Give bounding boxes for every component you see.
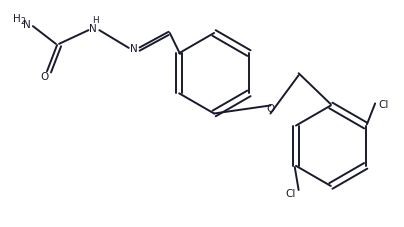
Text: H: H (13, 14, 21, 24)
Text: N: N (130, 44, 137, 54)
Text: O: O (266, 104, 275, 114)
Text: Cl: Cl (285, 189, 296, 199)
Text: 2: 2 (20, 17, 25, 26)
Text: H: H (92, 16, 99, 25)
Text: O: O (41, 72, 49, 82)
Text: N: N (23, 20, 31, 30)
Text: N: N (89, 24, 97, 34)
Text: Cl: Cl (378, 101, 388, 111)
